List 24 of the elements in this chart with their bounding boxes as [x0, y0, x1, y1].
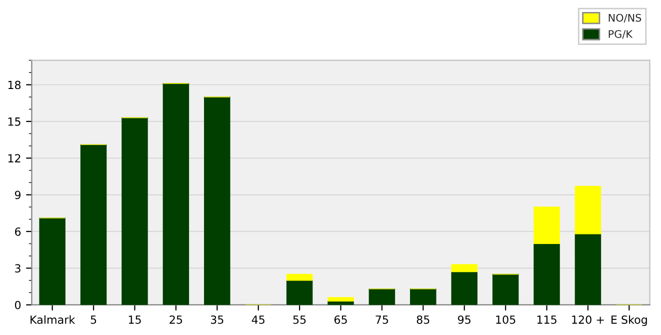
x-tick-label: E Skog: [612, 315, 647, 326]
x-tick-label: 65: [334, 315, 347, 324]
y-tick-label: 15: [8, 118, 20, 126]
x-tick-label: 115: [537, 316, 556, 324]
x-tick-label: 55: [293, 316, 306, 324]
y-tick-label: 6: [15, 227, 21, 236]
x-tick-label: 5: [90, 316, 96, 324]
y-tick-label: 12: [8, 154, 20, 162]
y-tick-label: 0: [14, 300, 21, 310]
x-tick-label: 75: [376, 316, 388, 324]
x-tick-label: Kalmark: [30, 315, 76, 324]
x-tick-label: 95: [458, 315, 470, 324]
x-tick-label: 15: [128, 316, 141, 324]
x-tick-label: 35: [210, 315, 224, 324]
legend-label: PG/K: [608, 30, 633, 39]
legend-label: NO/NS: [608, 14, 642, 23]
x-tick-label: 105: [496, 315, 516, 324]
x-tick-label: 45: [252, 316, 264, 324]
x-tick-label: 85: [416, 315, 430, 324]
y-tick-label: 18: [8, 80, 21, 90]
y-tick-label: 9: [14, 190, 21, 200]
x-tick-label: 25: [170, 315, 182, 324]
x-tick-label: 120 +: [572, 315, 604, 324]
y-tick-label: 3: [15, 264, 20, 273]
